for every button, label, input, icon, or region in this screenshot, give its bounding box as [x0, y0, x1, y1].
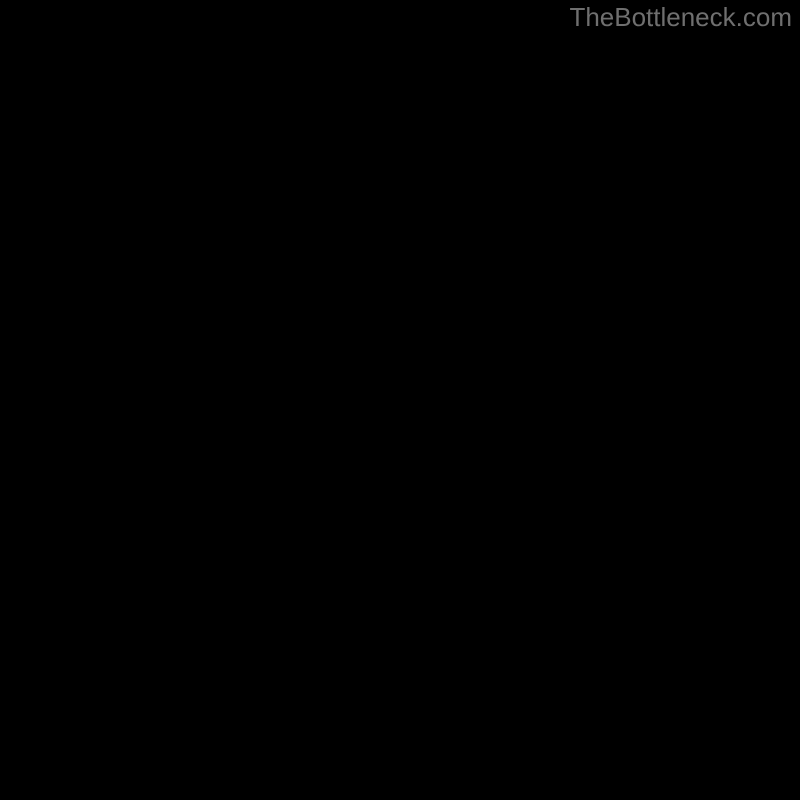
- outer-frame: [0, 0, 800, 800]
- watermark-text: TheBottleneck.com: [569, 2, 792, 33]
